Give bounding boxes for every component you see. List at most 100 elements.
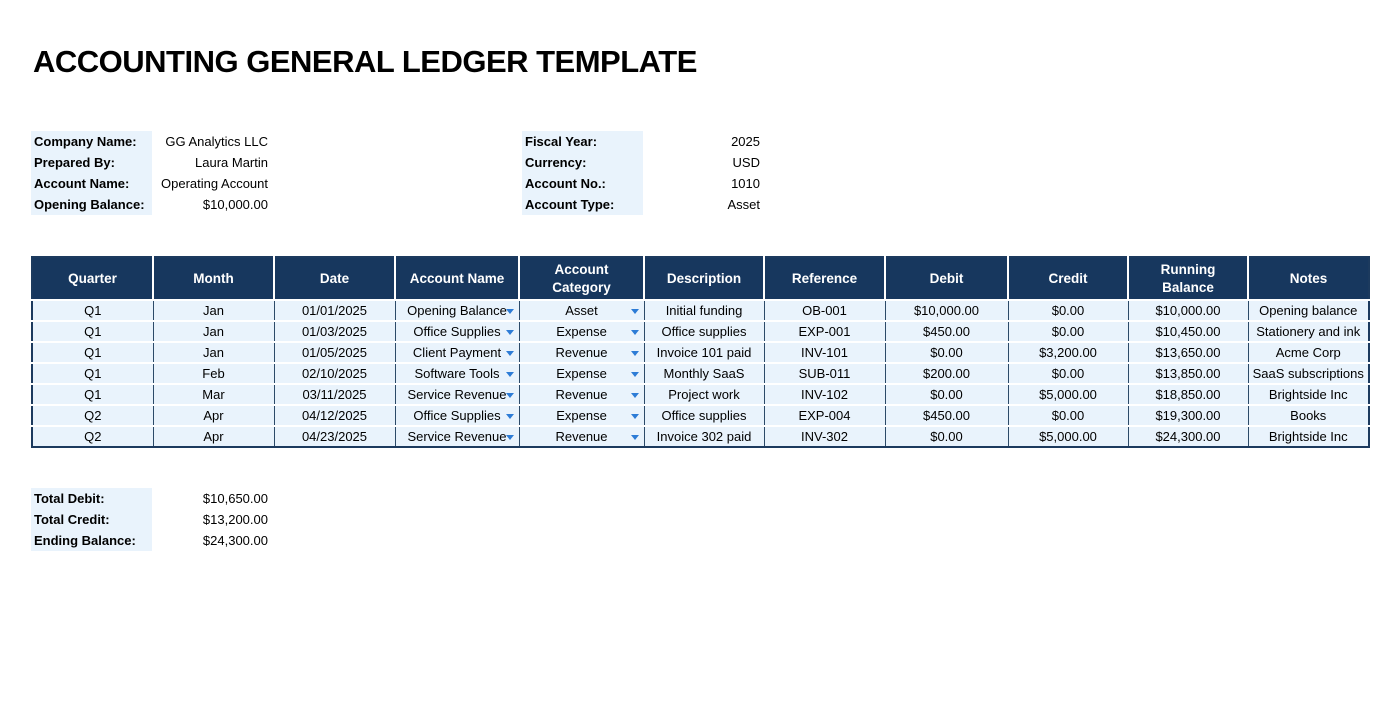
- company-info-block: Company Name: GG Analytics LLC Prepared …: [31, 131, 268, 215]
- cell-running-balance: $10,450.00: [1128, 321, 1249, 343]
- cell-month: Apr: [153, 405, 275, 427]
- cell-month: Apr: [153, 426, 275, 447]
- cell-account-name[interactable]: Office Supplies: [395, 405, 520, 427]
- dropdown-arrow-icon[interactable]: [630, 350, 639, 356]
- info-row: Company Name: GG Analytics LLC: [31, 131, 268, 152]
- ending-balance-value: $24,300.00: [202, 533, 268, 548]
- table-row: Q2 Apr 04/23/2025 Service Revenue Revenue Inv…: [32, 426, 1369, 447]
- cell-reference: INV-102: [764, 384, 886, 406]
- account-no-value: 1010: [731, 176, 760, 191]
- column-header-month: Month: [153, 257, 275, 301]
- dropdown-value: Revenue: [555, 345, 608, 360]
- cell-reference: SUB-011: [764, 363, 886, 385]
- table-row: Q1 Jan 01/03/2025 Office Supplies Expense Off…: [32, 321, 1369, 343]
- cell-notes: Books: [1248, 405, 1369, 427]
- account-no-label: Account No.:: [522, 173, 643, 194]
- account-type-label: Account Type:: [522, 194, 643, 215]
- dropdown-arrow-icon[interactable]: [630, 392, 639, 398]
- dropdown-value: Software Tools: [414, 366, 500, 381]
- cell-description: Invoice 101 paid: [644, 342, 765, 364]
- cell-notes: Acme Corp: [1248, 342, 1369, 364]
- cell-account-name[interactable]: Office Supplies: [395, 321, 520, 343]
- info-row: Prepared By: Laura Martin: [31, 152, 268, 173]
- dropdown-arrow-icon[interactable]: [505, 329, 514, 335]
- info-row: Opening Balance: $10,000.00: [31, 194, 268, 215]
- dropdown-value: Expense: [556, 324, 607, 339]
- cell-date: 03/11/2025: [274, 384, 396, 406]
- cell-running-balance: $13,850.00: [1128, 363, 1249, 385]
- dropdown-arrow-icon[interactable]: [505, 350, 514, 356]
- cell-account-category[interactable]: Asset: [519, 300, 645, 322]
- cell-reference: EXP-001: [764, 321, 886, 343]
- cell-month: Mar: [153, 384, 275, 406]
- cell-date: 04/12/2025: [274, 405, 396, 427]
- currency-value: USD: [732, 155, 760, 170]
- column-header-credit: Credit: [1008, 257, 1129, 301]
- cell-date: 01/03/2025: [274, 321, 396, 343]
- dropdown-arrow-icon[interactable]: [505, 371, 514, 377]
- dropdown-value: Expense: [556, 366, 607, 381]
- dropdown-arrow-icon[interactable]: [505, 434, 514, 440]
- account-info-block: Fiscal Year: 2025 Currency: USD Account …: [522, 131, 760, 215]
- opening-balance-label: Opening Balance:: [31, 194, 152, 215]
- cell-account-category[interactable]: Revenue: [519, 426, 645, 447]
- dropdown-arrow-icon[interactable]: [630, 371, 639, 377]
- dropdown-arrow-icon[interactable]: [505, 392, 514, 398]
- total-debit-label: Total Debit:: [31, 488, 152, 509]
- cell-reference: OB-001: [764, 300, 886, 322]
- cell-account-category[interactable]: Revenue: [519, 384, 645, 406]
- cell-description: Invoice 302 paid: [644, 426, 765, 447]
- cell-debit: $0.00: [885, 426, 1009, 447]
- dropdown-value: Asset: [565, 303, 598, 318]
- cell-description: Office supplies: [644, 321, 765, 343]
- cell-account-category[interactable]: Revenue: [519, 342, 645, 364]
- dropdown-arrow-icon[interactable]: [630, 413, 639, 419]
- cell-debit: $450.00: [885, 405, 1009, 427]
- dropdown-arrow-icon[interactable]: [505, 413, 514, 419]
- company-name-label: Company Name:: [31, 131, 152, 152]
- cell-account-name[interactable]: Software Tools: [395, 363, 520, 385]
- dropdown-value: Office Supplies: [413, 324, 501, 339]
- info-row: Account Type: Asset: [522, 194, 760, 215]
- fiscal-year-label: Fiscal Year:: [522, 131, 643, 152]
- total-credit-label: Total Credit:: [31, 509, 152, 530]
- currency-label: Currency:: [522, 152, 643, 173]
- cell-account-category[interactable]: Expense: [519, 405, 645, 427]
- cell-account-name[interactable]: Opening Balance: [395, 300, 520, 322]
- column-header-description: Description: [644, 257, 765, 301]
- dropdown-arrow-icon[interactable]: [630, 434, 639, 440]
- cell-account-category[interactable]: Expense: [519, 363, 645, 385]
- cell-notes: Stationery and ink: [1248, 321, 1369, 343]
- cell-running-balance: $19,300.00: [1128, 405, 1249, 427]
- cell-reference: INV-302: [764, 426, 886, 447]
- cell-running-balance: $10,000.00: [1128, 300, 1249, 322]
- company-name-value: GG Analytics LLC: [165, 134, 268, 149]
- page-title: ACCOUNTING GENERAL LEDGER TEMPLATE: [33, 44, 697, 79]
- cell-account-name[interactable]: Client Payment: [395, 342, 520, 364]
- cell-quarter: Q1: [32, 342, 154, 364]
- cell-notes: Brightside Inc: [1248, 384, 1369, 406]
- dropdown-arrow-icon[interactable]: [630, 308, 639, 314]
- cell-account-name[interactable]: Service Revenue: [395, 426, 520, 447]
- info-row: Account No.: 1010: [522, 173, 760, 194]
- cell-quarter: Q1: [32, 384, 154, 406]
- column-header-quarter: Quarter: [32, 257, 154, 301]
- cell-notes: SaaS subscriptions: [1248, 363, 1369, 385]
- fiscal-year-value: 2025: [731, 134, 760, 149]
- dropdown-value: Revenue: [555, 387, 608, 402]
- cell-notes: Brightside Inc: [1248, 426, 1369, 447]
- cell-reference: INV-101: [764, 342, 886, 364]
- cell-credit: $5,000.00: [1008, 384, 1129, 406]
- account-name-value: Operating Account: [161, 176, 268, 191]
- opening-balance-value: $10,000.00: [202, 197, 268, 212]
- dropdown-value: Client Payment: [412, 345, 502, 360]
- totals-block: Total Debit: $10,650.00 Total Credit: $1…: [31, 488, 268, 551]
- cell-account-category[interactable]: Expense: [519, 321, 645, 343]
- dropdown-arrow-icon[interactable]: [630, 329, 639, 335]
- dropdown-arrow-icon[interactable]: [505, 308, 514, 314]
- prepared-by-value: Laura Martin: [195, 155, 268, 170]
- cell-account-name[interactable]: Service Revenue: [395, 384, 520, 406]
- column-header-date: Date: [274, 257, 396, 301]
- ledger-table-container: Quarter Month Date Account Name Account …: [31, 256, 1370, 448]
- dropdown-value: Revenue: [555, 429, 608, 444]
